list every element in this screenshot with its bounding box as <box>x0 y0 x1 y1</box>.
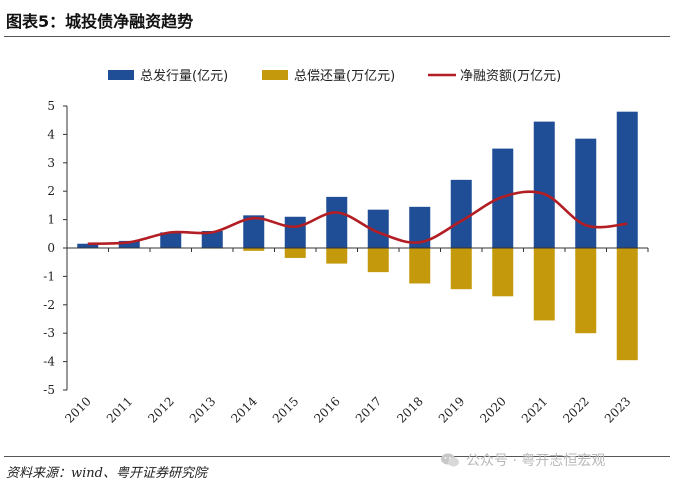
x-tick-label: 2016 <box>311 394 342 425</box>
y-tick-label: -1 <box>43 269 55 283</box>
x-tick-label: 2022 <box>560 394 591 425</box>
x-tick-label: 2014 <box>228 394 260 426</box>
x-tick-label: 2019 <box>436 394 467 425</box>
bar-issuance <box>326 196 348 248</box>
bar-issuance <box>367 209 389 248</box>
bar-repayment <box>616 248 638 361</box>
x-tick-label: 2023 <box>602 394 633 425</box>
x-tick-label: 2010 <box>62 394 93 425</box>
bar-issuance <box>450 179 472 248</box>
bar-issuance <box>575 138 597 248</box>
y-tick-label: 0 <box>47 241 55 255</box>
legend-label: 总偿还量(万亿元) <box>294 69 395 84</box>
bar-repayment <box>575 248 597 334</box>
wechat-icon <box>441 453 459 467</box>
bar-repayment <box>492 248 514 297</box>
x-tick-label: 2018 <box>394 394 425 425</box>
y-tick-label: 2 <box>47 184 55 198</box>
watermark-text: 公众号 · 粤开志恒宏观 <box>466 453 606 469</box>
bar-issuance <box>409 206 431 248</box>
y-tick-label: 3 <box>47 156 55 170</box>
line-net-financing <box>87 190 628 246</box>
y-tick-label: -5 <box>43 383 55 397</box>
legend-swatch <box>262 70 288 80</box>
watermark: 公众号 · 粤开志恒宏观 <box>440 450 605 470</box>
bar-issuance <box>616 111 638 249</box>
bar-issuance <box>284 216 306 248</box>
y-tick-label: -2 <box>43 298 55 312</box>
bar-issuance <box>243 215 265 248</box>
y-tick-label: 4 <box>47 127 55 141</box>
bar-repayment <box>243 248 265 251</box>
bar-issuance <box>77 243 99 248</box>
bar-issuance <box>160 232 182 248</box>
bar-issuance <box>118 240 140 248</box>
source-divider <box>4 456 670 457</box>
bar-repayment <box>533 248 555 321</box>
legend-label: 净融资额(万亿元) <box>460 69 561 84</box>
y-tick-label: 1 <box>47 213 55 227</box>
chart-title: 图表5：城投债净融资趋势 <box>6 12 194 31</box>
x-tick-label: 2011 <box>104 394 135 425</box>
bar-repayment <box>326 248 348 264</box>
bar-issuance <box>492 148 514 248</box>
x-tick-label: 2015 <box>270 394 301 425</box>
legend-swatch <box>108 70 134 80</box>
bar-issuance <box>201 230 223 248</box>
bar-repayment <box>409 248 431 284</box>
bar-repayment <box>450 248 472 290</box>
x-tick-label: 2017 <box>353 394 384 425</box>
x-tick-label: 2013 <box>187 394 218 425</box>
y-tick-label: 5 <box>47 99 55 113</box>
legend-label: 总发行量(亿元) <box>140 68 228 84</box>
title-bar: 图表5：城投债净融资趋势 <box>4 6 670 37</box>
x-tick-label: 2021 <box>519 394 550 425</box>
x-tick-label: 2020 <box>477 394 508 425</box>
y-tick-label: -3 <box>43 326 55 340</box>
y-tick-label: -4 <box>43 355 55 369</box>
bar-repayment <box>284 248 306 258</box>
source-note: 资料来源：wind、粤开证券研究院 <box>6 466 207 481</box>
bar-issuance <box>533 121 555 248</box>
chart: 5 4 3 2 1 0 -1 -2 -3 -4 -5 2010 2011 2012 2013 2014 2015… <box>43 68 649 426</box>
x-tick-label: 2012 <box>145 394 176 425</box>
bar-repayment <box>367 248 389 273</box>
